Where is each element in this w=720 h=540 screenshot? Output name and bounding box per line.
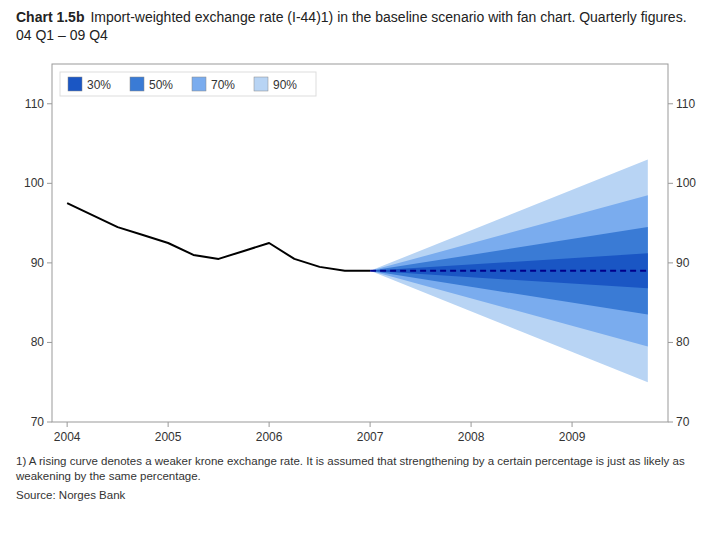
x-tick — [67, 422, 68, 427]
y-tick — [47, 183, 52, 184]
x-tick-label: 2006 — [256, 430, 283, 444]
y-tick — [47, 103, 52, 104]
y-tick-label: 90 — [31, 256, 45, 270]
legend-swatch — [130, 77, 144, 91]
source: Source: Norges Bank — [16, 488, 704, 503]
legend-label: 50% — [149, 78, 173, 92]
footer: 1) A rising curve denotes a weaker krone… — [0, 452, 720, 503]
y-tick — [47, 262, 52, 263]
y2-tick — [668, 103, 673, 104]
x-tick-label: 2007 — [357, 430, 384, 444]
subtitle: Import-weighted exchange rate (I-44)1) i… — [16, 9, 687, 43]
legend-swatch — [68, 77, 82, 91]
y-tick-label: 110 — [25, 97, 44, 111]
x-tick-label: 2008 — [458, 430, 485, 444]
y2-tick-label: 110 — [676, 97, 695, 111]
y2-tick — [668, 183, 673, 184]
x-tick — [572, 422, 573, 427]
fan-band — [370, 195, 648, 346]
x-tick-label: 2005 — [155, 430, 182, 444]
y2-tick — [668, 262, 673, 263]
x-tick-label: 2009 — [559, 430, 586, 444]
x-tick-label: 2004 — [54, 430, 81, 444]
plot-frame — [52, 64, 668, 422]
legend-label: 90% — [273, 78, 297, 92]
fan-band — [370, 253, 648, 288]
y2-tick — [668, 422, 673, 423]
y-tick-label: 70 — [31, 415, 45, 429]
footnote: 1) A rising curve denotes a weaker krone… — [16, 454, 704, 484]
y2-tick-label: 70 — [676, 415, 690, 429]
y-tick-label: 100 — [24, 176, 44, 190]
projection-line — [370, 270, 648, 272]
legend-label: 70% — [211, 78, 235, 92]
legend-swatch — [192, 77, 206, 91]
legend-box — [60, 72, 316, 96]
y-tick — [47, 422, 52, 423]
fan-band — [370, 227, 648, 315]
legend-label: 30% — [87, 78, 111, 92]
x-tick — [370, 422, 371, 427]
title: Chart 1.5b — [16, 9, 84, 25]
y2-tick — [668, 342, 673, 343]
legend: 30% 50% 70% 90% — [60, 72, 316, 96]
y2-tick-label: 100 — [676, 176, 696, 190]
legend-swatch — [254, 77, 268, 91]
y-tick — [47, 342, 52, 343]
y2-tick-label: 90 — [676, 256, 690, 270]
y2-tick-label: 80 — [676, 335, 690, 349]
header: Chart 1.5bImport-weighted exchange rate … — [0, 0, 720, 52]
history-line — [67, 203, 370, 271]
fan-band — [370, 159, 648, 382]
x-tick — [168, 422, 169, 427]
x-tick — [471, 422, 472, 427]
x-tick — [269, 422, 270, 427]
plot-data — [67, 159, 648, 382]
y-tick-label: 80 — [31, 335, 45, 349]
chart: 2004 2005 2006 2007 2008 2009 70 80 90 100 110 70 80… — [0, 52, 720, 452]
